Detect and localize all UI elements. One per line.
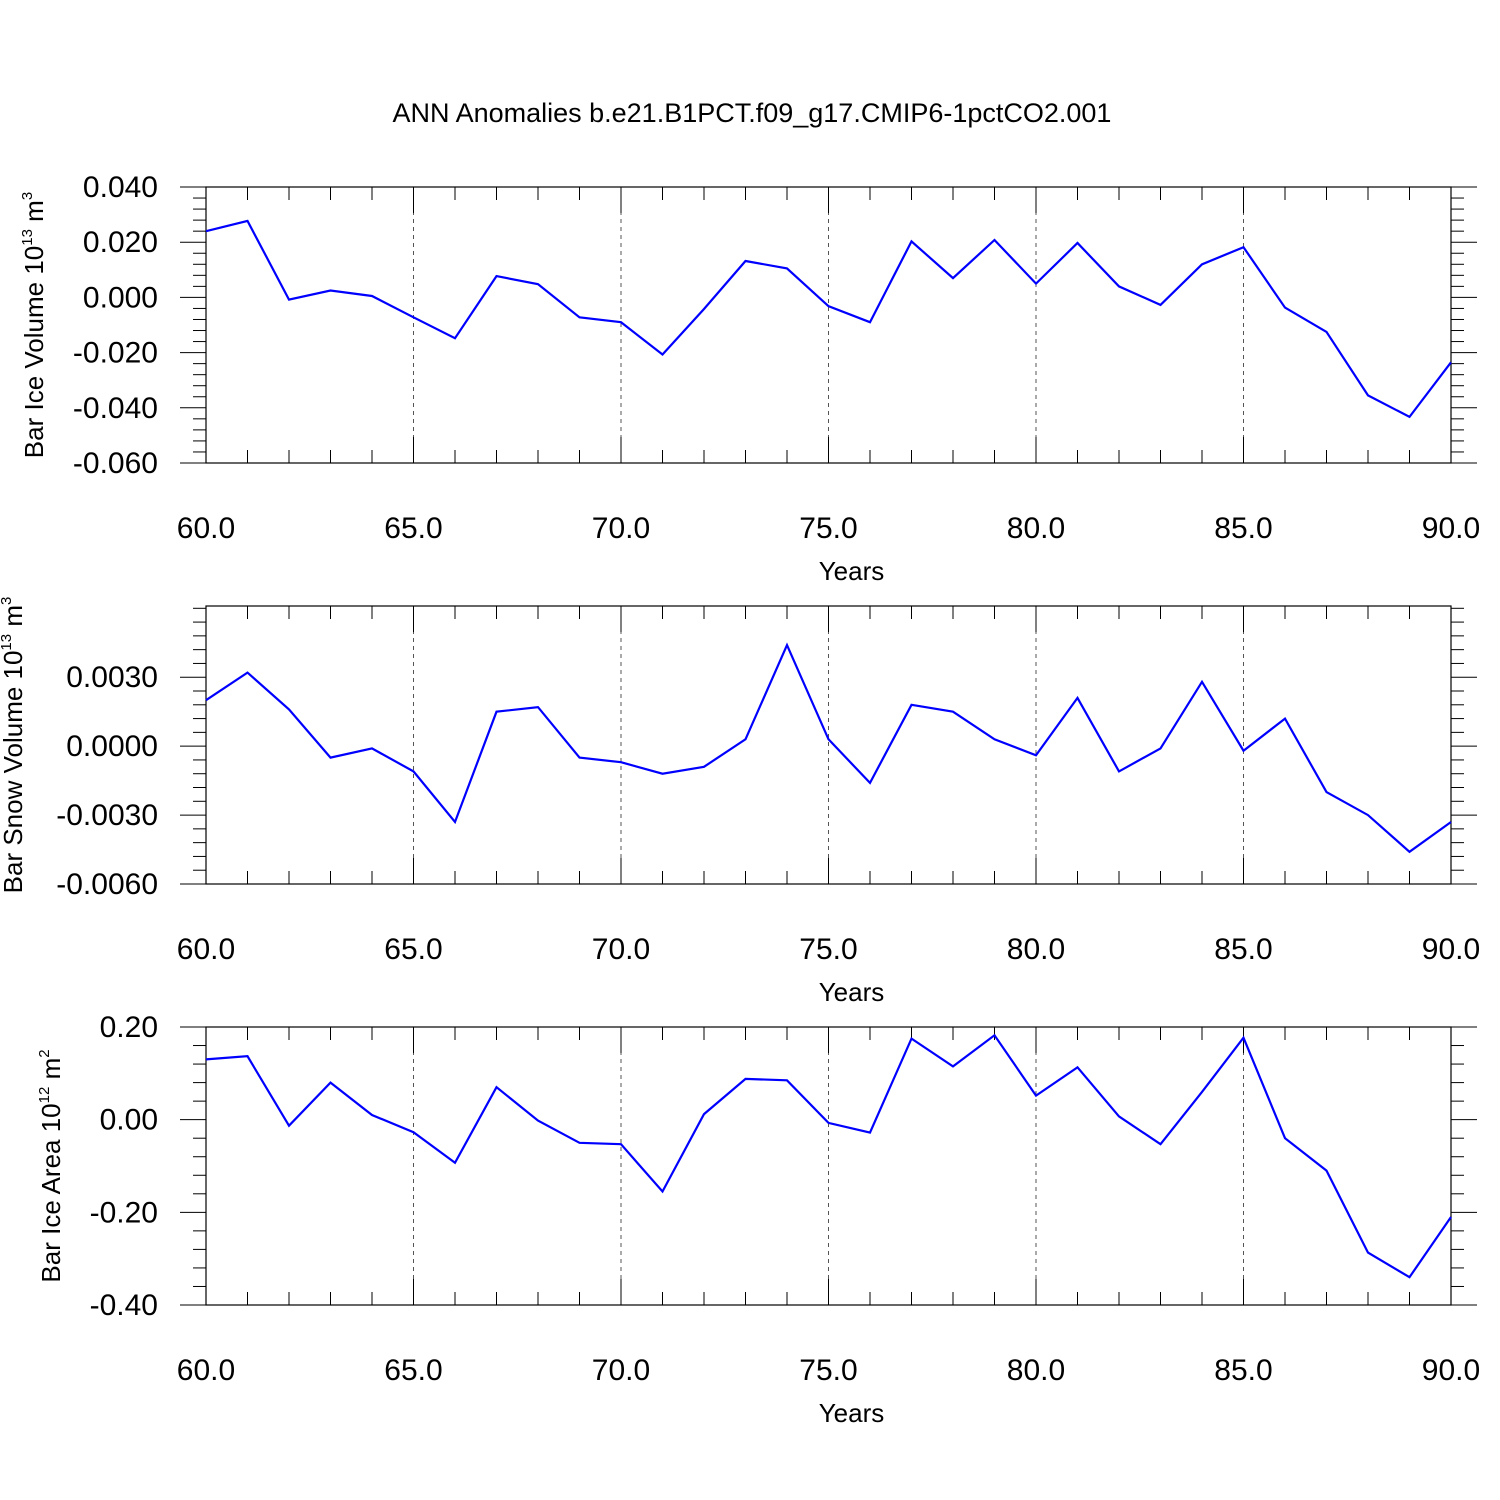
series-line [205,642,1452,854]
y-axis-label-exponent: 12 [36,1087,53,1104]
x-axis-label: Years [819,556,885,586]
x-tick-label: 90.0 [1422,933,1480,966]
x-tick-label: 65.0 [384,933,442,966]
y-axis-label-unit: m [36,1058,66,1087]
y-axis-label-unit-exponent: 2 [36,1049,53,1057]
y-axis-label-exponent: 13 [19,229,36,246]
x-tick-label: 60.0 [177,1354,235,1387]
y-axis-label-unit: m [19,200,49,229]
y-axis-label: Bar Ice Area 1012 m2 [36,1049,66,1282]
series-line [205,219,1452,419]
y-tick-label: 0.0030 [66,661,158,694]
y-axis-label-main: Bar Ice Area 10 [36,1103,66,1282]
x-tick-label: 60.0 [177,933,235,966]
x-tick-label: 70.0 [592,933,650,966]
x-tick-label: 80.0 [1007,933,1065,966]
x-tick-label: 85.0 [1214,933,1272,966]
panel-3: 60.0 65.0 70.0 75.0 80.0 85.0 90.0 0.20 0.00 -0.2… [36,1011,1480,1428]
panels: 60.0 65.0 70.0 75.0 80.0 85.0 90.0 0.040 0.020 0.… [0,171,1480,1428]
y-axis-label-exponent: 13 [0,634,15,651]
y-axis-label-unit-exponent: 3 [0,597,15,605]
x-tick-label: 65.0 [384,1354,442,1387]
x-tick-label: 65.0 [384,512,442,545]
y-axis-label-main: Bar Ice Volume 10 [19,246,49,458]
y-axis-label-unit: m [0,605,28,634]
y-tick-label: -0.0030 [56,799,158,832]
x-axis-label: Years [819,977,885,1007]
y-tick-label: -0.40 [90,1289,158,1322]
chart-title: ANN Anomalies b.e21.B1PCT.f09_g17.CMIP6-… [393,98,1112,128]
y-tick-label: -0.0060 [56,868,158,901]
x-tick-label: 90.0 [1422,1354,1480,1387]
x-tick-label: 80.0 [1007,1354,1065,1387]
x-tick-label: 70.0 [592,1354,650,1387]
x-tick-label: 70.0 [592,512,650,545]
x-tick-label: 60.0 [177,512,235,545]
y-tick-label: -0.020 [73,337,158,370]
panel-1: 60.0 65.0 70.0 75.0 80.0 85.0 90.0 0.040 0.020 0.… [19,171,1480,586]
y-tick-label: 0.020 [83,226,158,259]
y-tick-label: -0.040 [73,392,158,425]
y-axis-label: Bar Ice Volume 1013 m3 [19,192,49,458]
y-axis-label: Bar Snow Volume 1013 m3 [0,597,28,894]
x-tick-label: 80.0 [1007,512,1065,545]
series-line [205,1033,1452,1279]
y-tick-label: 0.20 [100,1011,158,1044]
y-tick-label: 0.0000 [66,730,158,763]
x-tick-label: 75.0 [799,512,857,545]
y-tick-label: 0.00 [100,1104,158,1137]
x-tick-label: 75.0 [799,933,857,966]
y-tick-label: -0.20 [90,1196,158,1229]
x-tick-label: 75.0 [799,1354,857,1387]
y-axis-label-main: Bar Snow Volume 10 [0,651,28,894]
x-axis-label: Years [819,1398,885,1428]
x-tick-label: 85.0 [1214,1354,1272,1387]
x-tick-label: 85.0 [1214,512,1272,545]
y-tick-label: -0.060 [73,447,158,480]
y-tick-label: 0.000 [83,281,158,314]
panel-2: 60.0 65.0 70.0 75.0 80.0 85.0 90.0 0.0030 0.0000… [0,597,1480,1007]
y-tick-label: 0.040 [83,171,158,204]
y-axis-label-unit-exponent: 3 [19,192,36,200]
x-tick-label: 90.0 [1422,512,1480,545]
